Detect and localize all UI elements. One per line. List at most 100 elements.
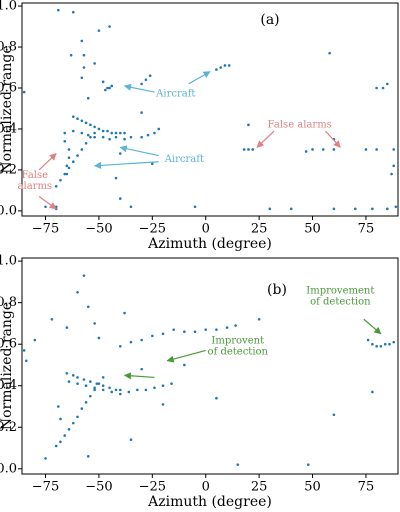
plot-frame [21,2,399,217]
annotation-arrow [166,349,206,363]
point [392,164,396,168]
point [71,160,75,164]
point [80,407,84,410]
annotation-arrow [188,71,211,85]
point [108,25,111,28]
point [86,305,90,309]
point [161,332,165,336]
point [106,86,109,90]
point [383,342,387,346]
point [386,207,389,211]
point [193,205,197,209]
point [223,64,227,67]
point [71,374,75,377]
y-tick-label: 0.4 [0,121,17,136]
annotation: of detection [310,296,371,307]
point [101,129,105,133]
point [151,162,154,166]
point [65,172,69,176]
point [236,463,240,466]
point [366,338,370,342]
point [234,324,237,327]
point [101,384,105,388]
point [114,176,118,180]
point [80,76,84,80]
point [114,388,118,392]
point [106,129,109,133]
point [82,274,86,277]
point [76,382,79,385]
y-axis-label: Normalized range [0,45,15,173]
point [86,455,90,458]
panel-label: (b) [267,282,287,298]
point [390,172,393,176]
point [251,148,255,151]
point [76,376,79,379]
point [93,322,96,325]
point [63,131,67,135]
point [379,344,383,348]
point [371,207,374,211]
point [381,86,385,90]
point [84,141,88,145]
point [63,172,67,176]
point [306,463,310,466]
point [332,413,336,417]
y-tick-label: 0.0 [0,461,17,476]
point [110,390,114,394]
panel: −75 −50 −25 0 25 50 75 0.0 0.2 0.4 0.6 0.8 1.0 Azimut… [0,0,399,252]
point [93,62,96,65]
point [161,403,165,406]
point [101,388,105,392]
annotation: Aircraft [164,154,204,165]
x-tick-label: 0 [202,480,210,495]
point [97,29,101,32]
y-tick-label: 0.2 [0,162,17,177]
y-tick-label: 0.6 [0,337,17,352]
point [76,117,79,121]
y-tick-label: 0.2 [0,420,17,435]
point [101,135,105,139]
point [332,207,336,211]
point [71,421,75,425]
point [80,148,84,151]
y-tick-label: 0.4 [0,378,17,393]
point [371,390,374,394]
point [153,386,156,390]
x-tick-label: −75 [32,222,59,237]
annotation-arrow [123,83,155,93]
point [82,66,86,69]
annotation: False alarms [268,119,332,130]
point [71,115,75,118]
point [328,51,331,55]
panel-label: (a) [260,12,279,28]
point [257,317,261,321]
point [118,152,122,155]
point [140,135,143,139]
x-tick-label: 75 [358,222,375,237]
point [311,148,314,151]
y-tick-label: 0.8 [0,40,17,55]
point [63,434,67,437]
point [89,380,92,383]
point [375,86,378,90]
point [86,133,90,137]
point [170,382,173,385]
point [108,386,111,390]
x-tick-label: 0 [202,222,210,237]
point [289,207,293,211]
point [161,384,165,388]
point [268,207,272,211]
annotation: Improvent [211,335,264,346]
point [54,444,58,448]
point [33,338,37,342]
point [332,148,336,151]
point [215,328,218,331]
point [93,386,96,390]
point [183,330,186,334]
x-tick-label: 50 [304,222,321,237]
point [65,326,69,329]
point [65,371,69,375]
x-tick-label: −25 [139,480,166,495]
point [97,336,101,340]
